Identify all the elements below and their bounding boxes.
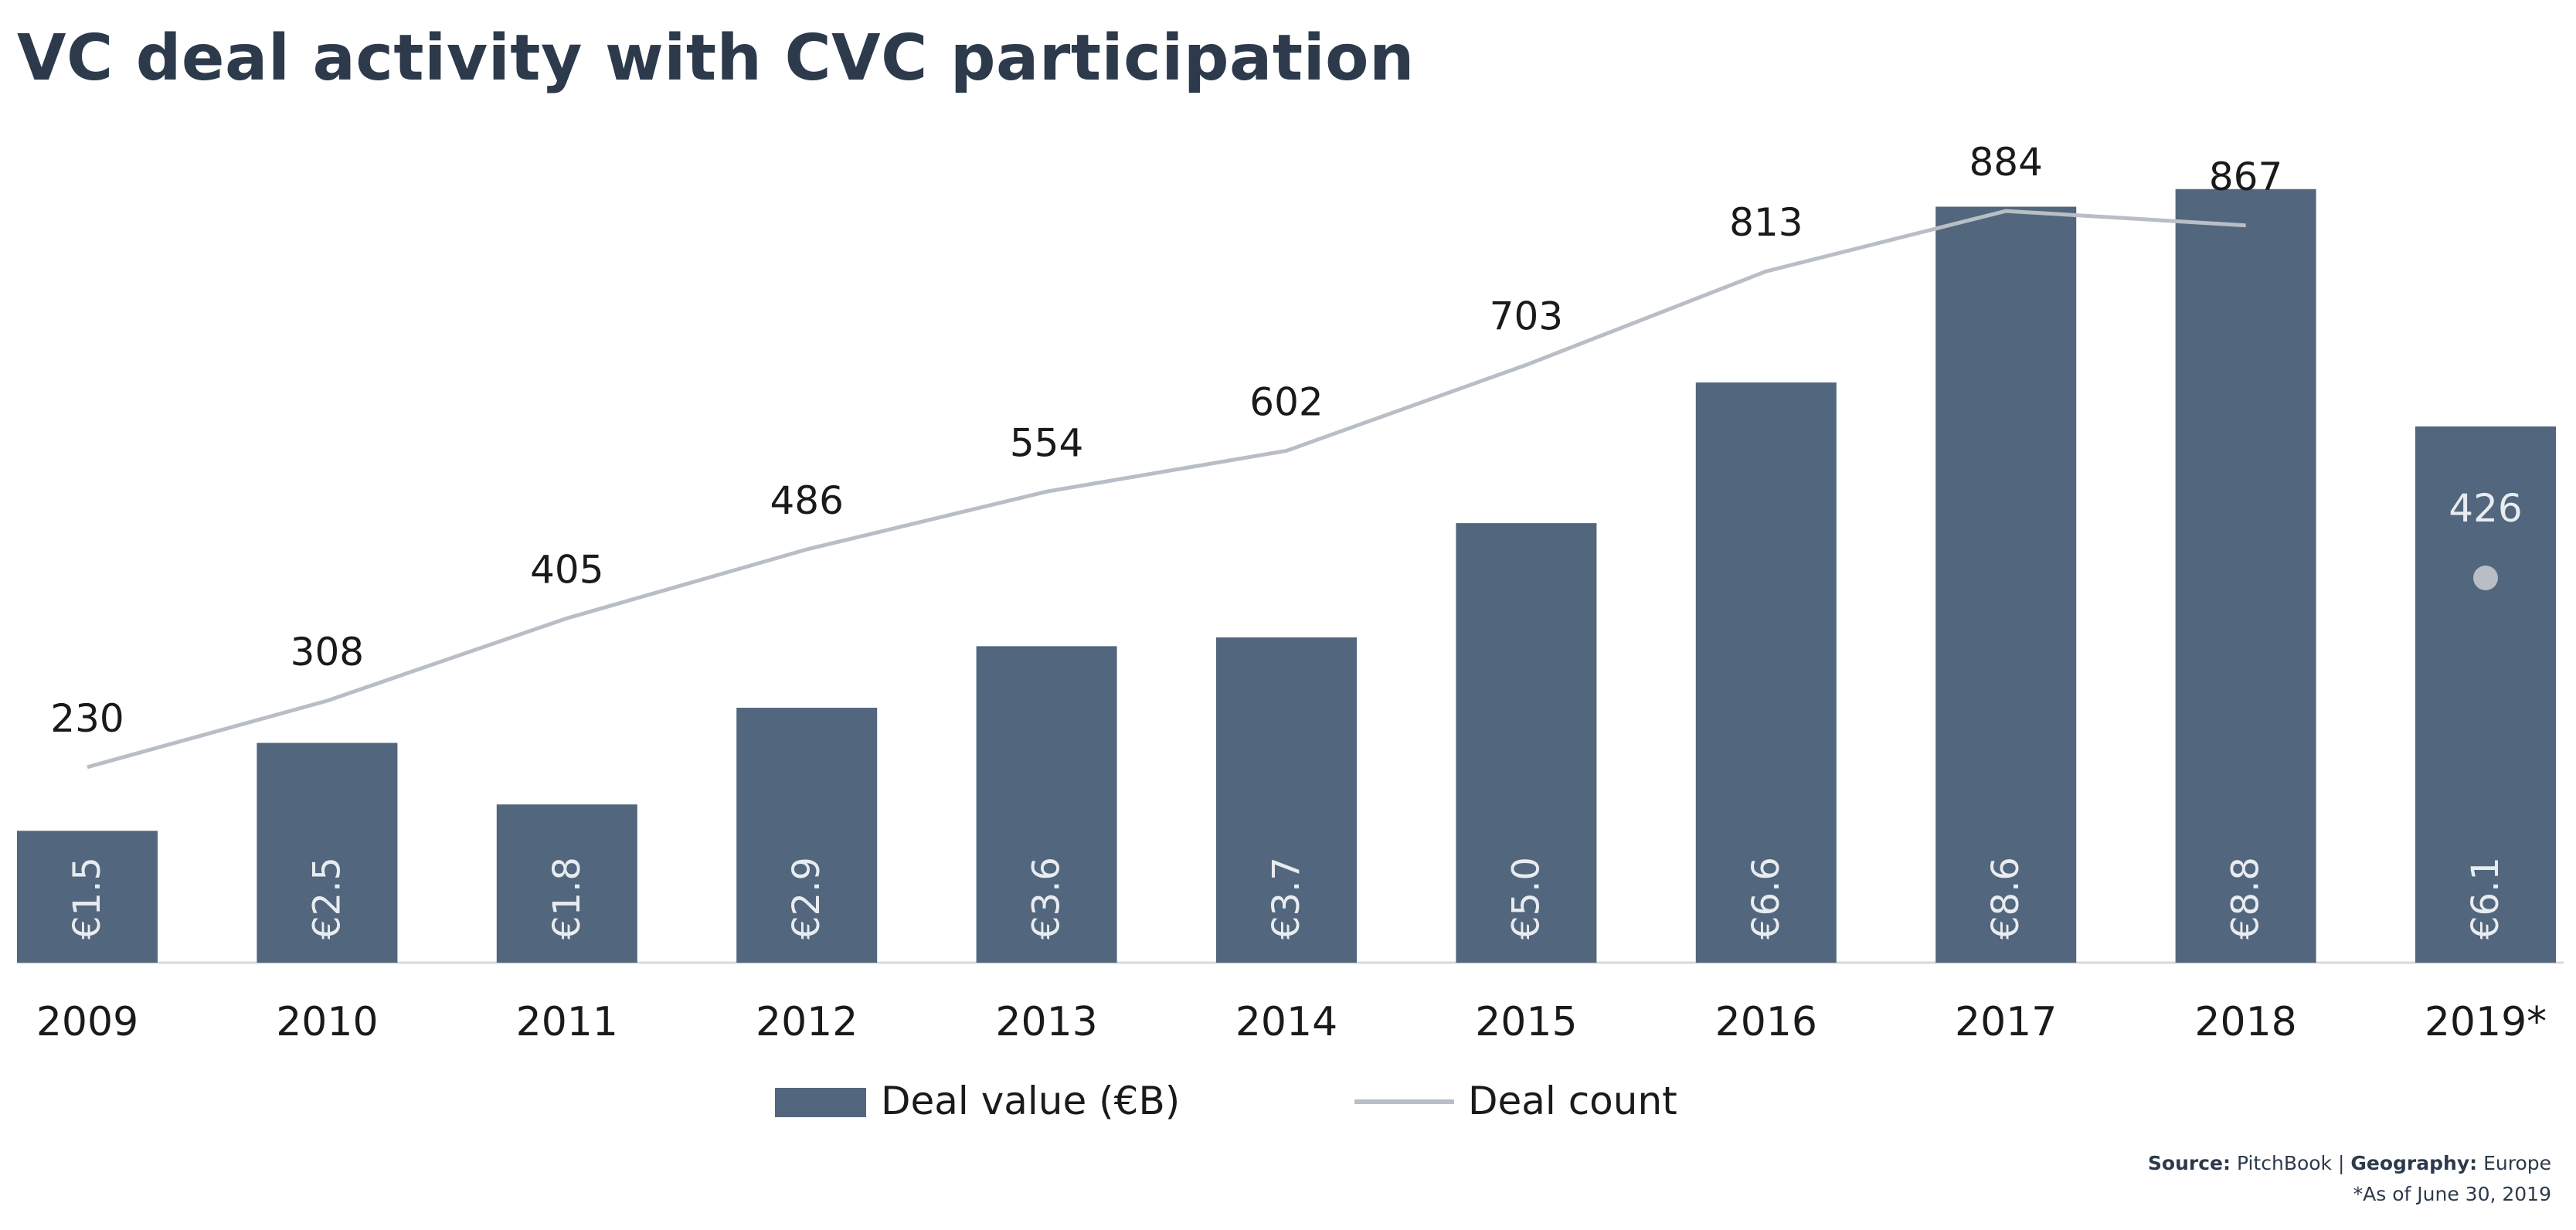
bar-2017: [1935, 206, 2077, 963]
bar-2015: [1456, 523, 1597, 963]
bar-value-label: €8.8: [2224, 857, 2268, 939]
deal-count-label: 813: [1729, 200, 1803, 245]
source-value: PitchBook: [2236, 1152, 2333, 1174]
x-tick-label: 2013: [995, 999, 1097, 1045]
bar-value-label: €6.1: [2464, 857, 2507, 939]
x-tick-label: 2011: [516, 999, 618, 1045]
deal-count-label: 230: [50, 696, 124, 741]
bar-2009: [17, 831, 158, 963]
chart-title: VC deal activity with CVC participation: [17, 22, 1415, 95]
deal-count-label: 405: [530, 547, 603, 592]
bar-value-label: €8.6: [1984, 857, 2027, 939]
footnote: *As of June 30, 2019: [2353, 1183, 2551, 1205]
bar-2018: [2175, 189, 2316, 963]
bar-value-label: €2.9: [785, 857, 828, 939]
source-label: Source:: [2147, 1152, 2231, 1174]
bar-2016: [1695, 382, 1837, 963]
legend-line-label: Deal count: [1468, 1079, 1677, 1123]
source-block: Source: PitchBook | Geography: Europe *A…: [2148, 1148, 2551, 1210]
x-tick-label: 2019*: [2425, 999, 2547, 1045]
deal-count-label: 554: [1010, 420, 1083, 465]
bar-value-label: €1.5: [66, 857, 109, 939]
x-tick-label: 2010: [276, 999, 378, 1045]
source-separator: |: [2338, 1152, 2345, 1174]
deal-count-point-2019: [2473, 566, 2498, 590]
legend-bar-label: Deal value (€B): [881, 1079, 1180, 1123]
deal-count-label: 867: [2209, 155, 2282, 199]
deal-count-line: [87, 209, 2246, 770]
x-tick-label: 2018: [2194, 999, 2296, 1045]
bar-2010: [257, 742, 398, 963]
bar-value-label: €3.7: [1265, 857, 1308, 939]
x-tick-label: 2016: [1715, 999, 1817, 1045]
deal-count-label: 602: [1249, 379, 1323, 424]
x-tick-label: 2017: [1955, 999, 2057, 1045]
bar-value-label: €5.0: [1504, 857, 1548, 939]
legend-bar-swatch: [775, 1088, 866, 1117]
bar-value-label: €3.6: [1025, 857, 1069, 939]
deal-count-label: 884: [1969, 140, 2042, 185]
geography-label: Geography:: [2350, 1152, 2478, 1174]
x-tick-label: 2015: [1475, 999, 1577, 1045]
geography-value: Europe: [2483, 1152, 2551, 1174]
deal-count-label: 486: [770, 478, 843, 523]
bar-value-label: €2.5: [305, 857, 348, 939]
x-tick-label: 2012: [756, 999, 858, 1045]
deal-count-label: 308: [291, 630, 364, 674]
bar-2019*: [2415, 426, 2556, 963]
bar-2011: [496, 804, 637, 963]
x-tick-label: 2009: [36, 999, 138, 1045]
source-line: Source: PitchBook | Geography: Europe: [2148, 1148, 2551, 1179]
bar-2012: [736, 708, 878, 963]
deal-count-label: 703: [1490, 294, 1563, 338]
bar-value-label: €6.6: [1745, 857, 1788, 939]
bar-2013: [976, 646, 1117, 963]
x-tick-label: 2014: [1235, 999, 1337, 1045]
bar-value-label: €1.8: [545, 857, 589, 939]
deal-count-label: 426: [2449, 486, 2522, 531]
bar-2014: [1216, 637, 1357, 963]
